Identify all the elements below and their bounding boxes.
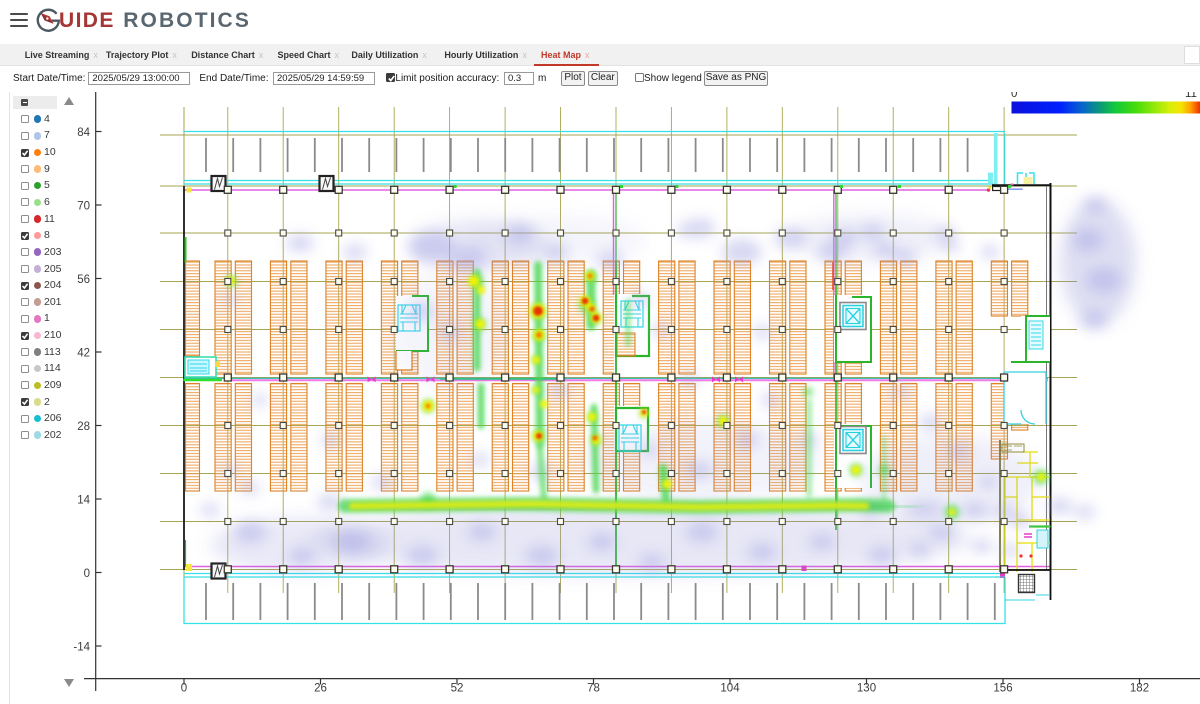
svg-text:26: 26	[314, 683, 327, 695]
svg-text:70: 70	[77, 200, 90, 212]
svg-text:130: 130	[857, 683, 876, 695]
svg-text:52: 52	[451, 683, 464, 695]
svg-text:11: 11	[1185, 88, 1197, 100]
svg-text:182: 182	[1130, 683, 1149, 695]
svg-text:14: 14	[77, 494, 90, 506]
svg-text:104: 104	[720, 683, 740, 695]
svg-text:0: 0	[181, 683, 187, 695]
svg-text:28: 28	[77, 421, 90, 433]
svg-text:0: 0	[84, 568, 90, 580]
svg-text:42: 42	[77, 347, 90, 359]
svg-text:84: 84	[77, 127, 90, 139]
svg-text:156: 156	[993, 683, 1012, 695]
svg-text:-14: -14	[73, 641, 90, 653]
svg-text:0: 0	[1011, 88, 1017, 100]
svg-text:56: 56	[77, 274, 90, 286]
svg-text:78: 78	[587, 683, 600, 695]
